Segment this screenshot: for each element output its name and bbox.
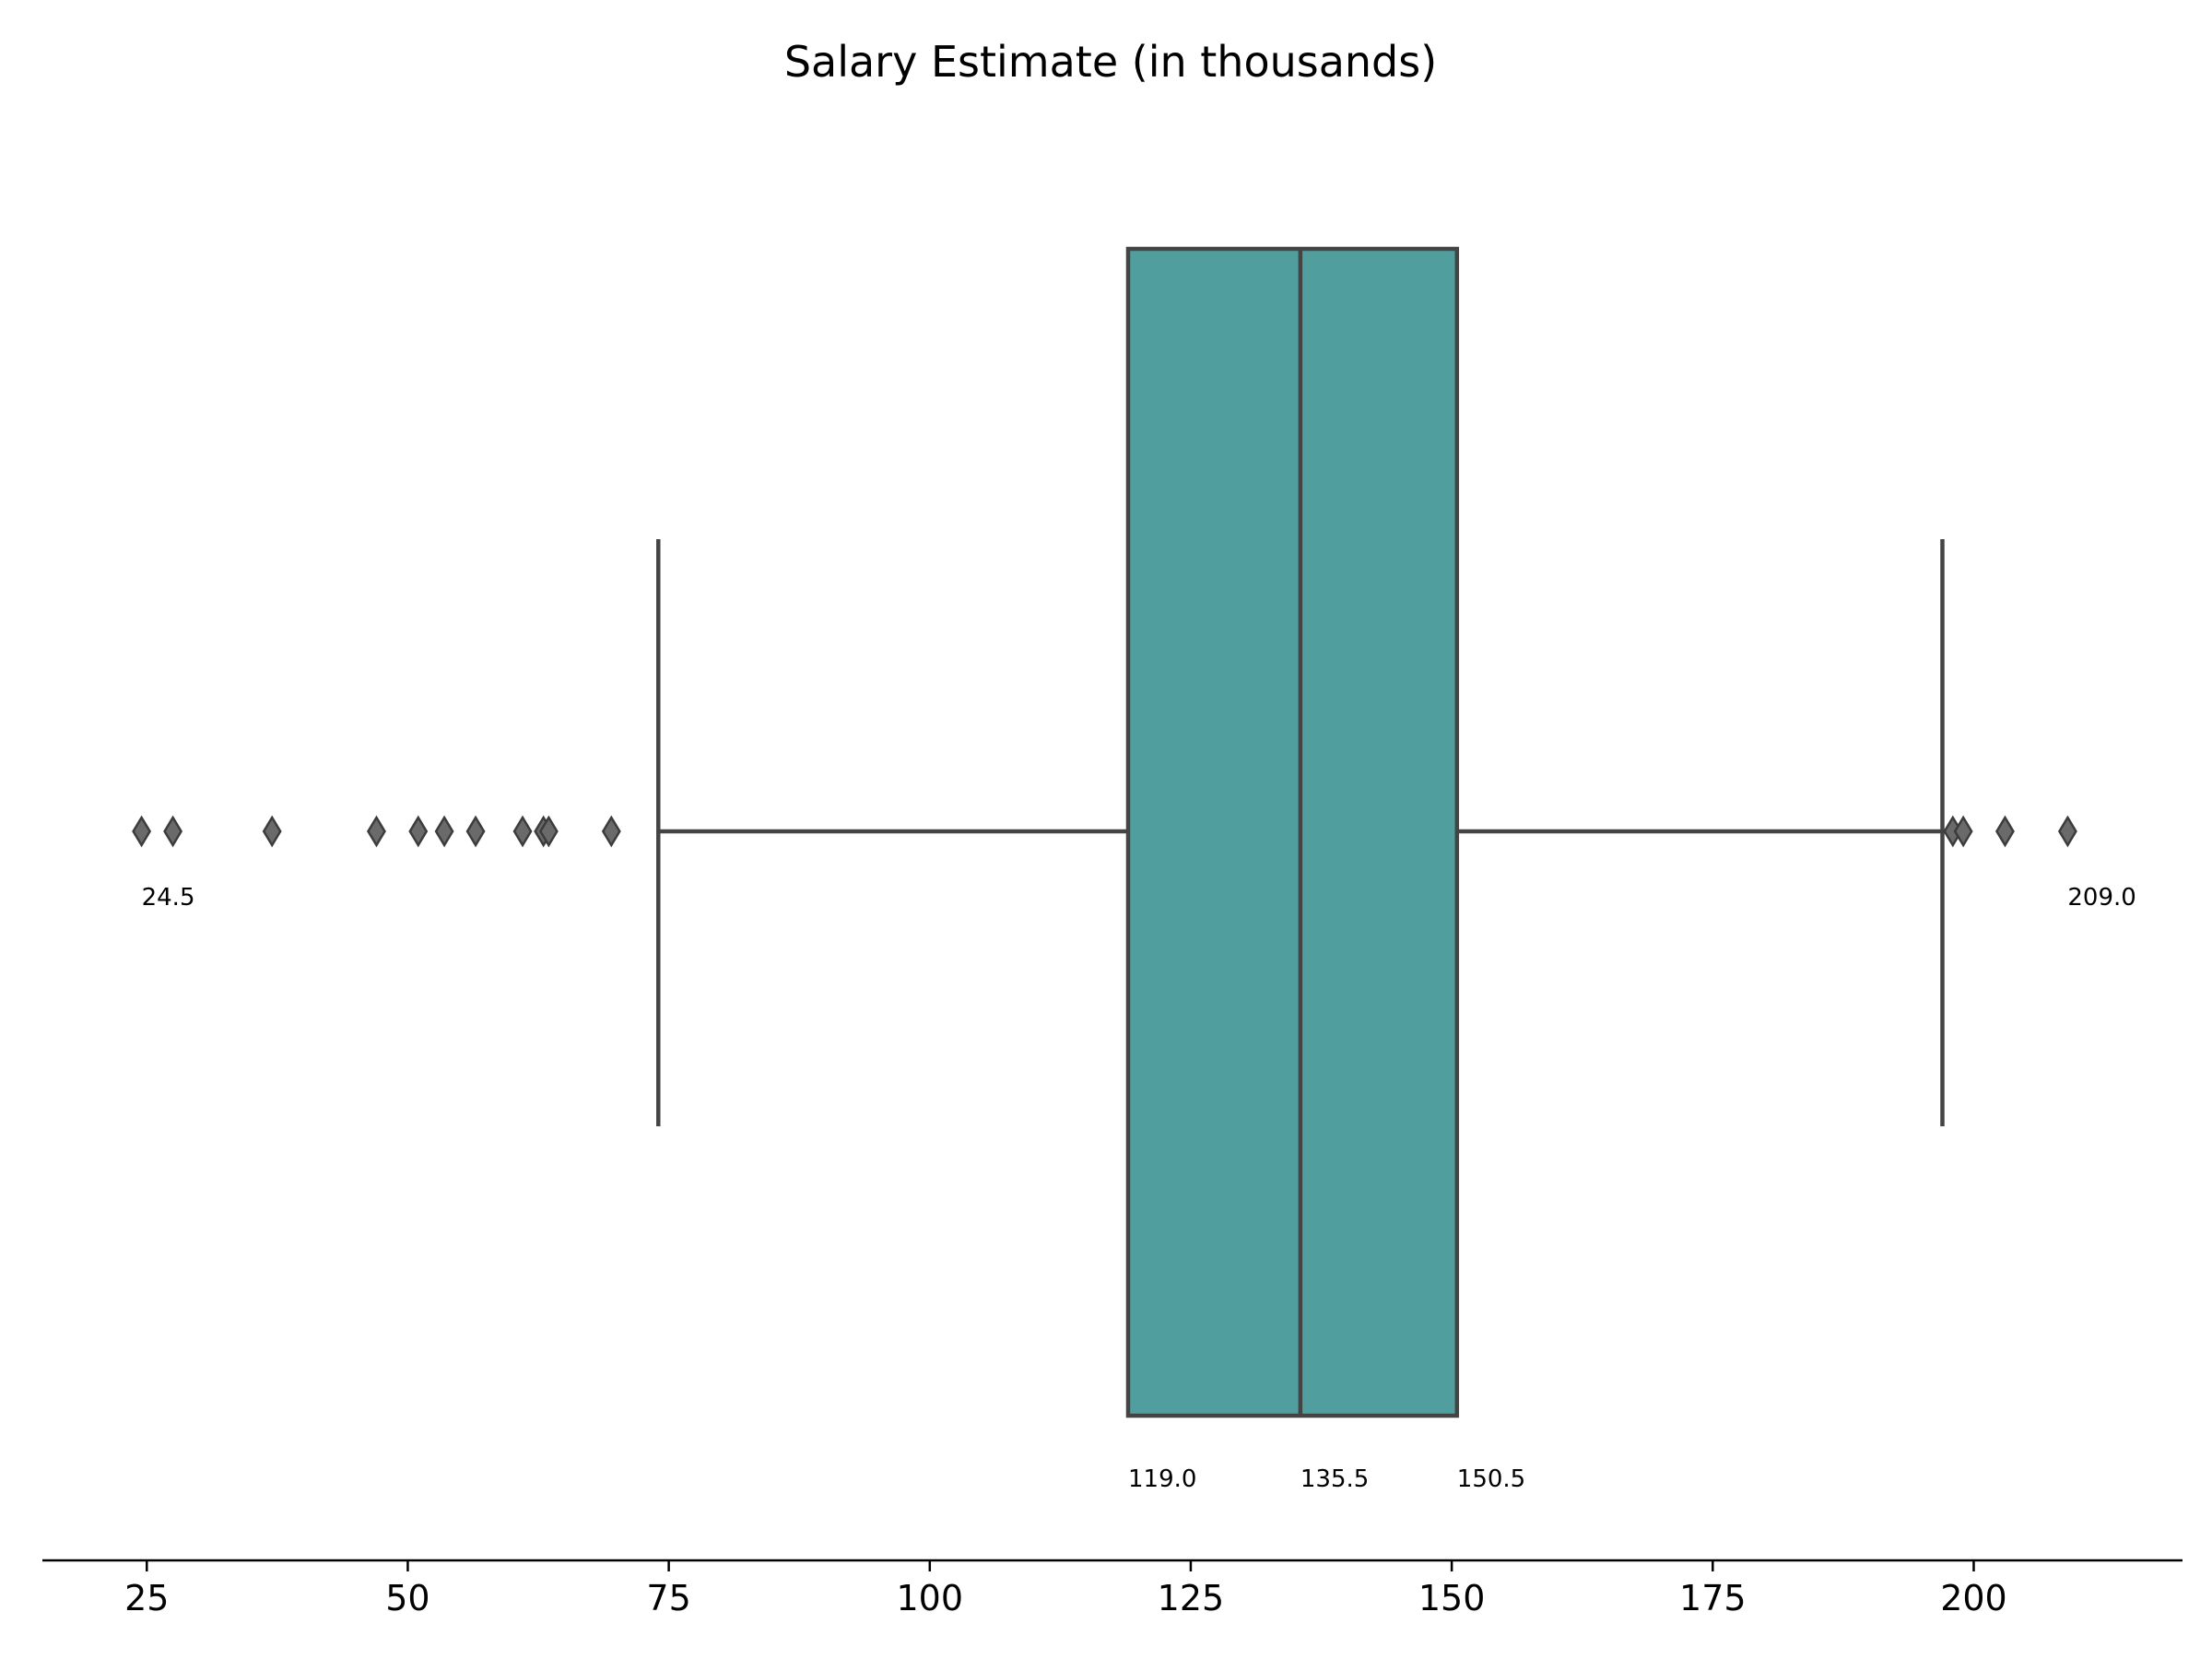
outlier-point xyxy=(465,815,486,848)
outlier-point xyxy=(512,815,533,848)
outlier-point xyxy=(1994,815,2015,848)
x-tick-label: 125 xyxy=(1158,1578,1225,1618)
value-annotation: 24.5 xyxy=(142,884,195,912)
x-tick-label: 200 xyxy=(1940,1578,2007,1618)
x-tick-label: 175 xyxy=(1679,1578,1747,1618)
outlier-point xyxy=(132,815,152,848)
value-annotations: 24.5 209.0 119.0 135.5 150.5 xyxy=(142,884,2136,1493)
outlier-point xyxy=(262,815,282,848)
outlier-point xyxy=(601,815,621,848)
value-annotation: 209.0 xyxy=(2067,884,2136,912)
x-tick-label: 100 xyxy=(897,1578,964,1618)
x-tick-label: 25 xyxy=(124,1578,169,1618)
outlier-point xyxy=(367,815,386,848)
outlier-point xyxy=(538,815,559,848)
outliers xyxy=(132,815,2077,848)
iqr-box xyxy=(1125,246,1460,1418)
chart-title: Salary Estimate (in thousands) xyxy=(784,37,1437,87)
value-annotation: 135.5 xyxy=(1300,1465,1369,1493)
x-axis: 25 50 75 100 125 150 175 200 xyxy=(42,1559,2183,1618)
value-annotation: 150.5 xyxy=(1457,1465,1525,1493)
outlier-point xyxy=(434,815,454,848)
x-tick-label: 150 xyxy=(1418,1578,1486,1618)
outlier-point xyxy=(2057,815,2077,848)
x-tick-label: 50 xyxy=(385,1578,429,1618)
outlier-point xyxy=(163,815,183,848)
outlier-point xyxy=(1953,815,1973,848)
x-tick-label: 75 xyxy=(646,1578,690,1618)
value-annotation: 119.0 xyxy=(1128,1465,1196,1493)
box-plot xyxy=(656,246,1945,1418)
outlier-point xyxy=(408,815,429,848)
